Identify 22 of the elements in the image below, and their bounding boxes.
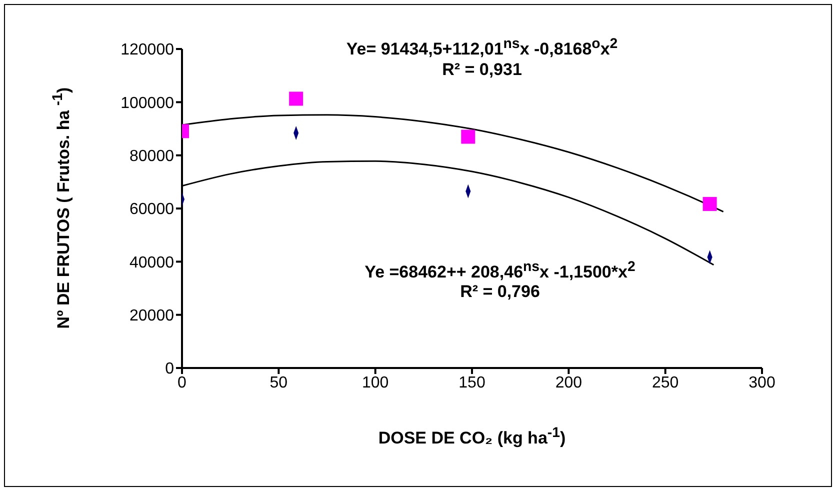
x-tick-label: 300 [748,374,776,392]
y-tick-label: 0 [165,360,174,378]
x-tick-label: 200 [555,374,582,392]
y-tick-label: 80000 [130,148,174,166]
y-tick-label: 60000 [130,201,174,218]
annotation: Ye= 91434,5+112,01$^{ns}$x -0,8168$^{o}$x$^{2}$ [346,36,618,60]
x-tick-label: 100 [362,374,389,392]
y-tick-label: 20000 [130,308,174,325]
annotation: R² = 0,931 [442,60,522,80]
point [461,130,476,144]
point [289,92,304,106]
point [702,196,717,211]
x-axis-title: DOSE DE CO₂ (kg ha$^{-1}$) [378,425,566,449]
y-tick-label: 120000 [120,42,174,59]
annotation: Ye =68462++ 208,46$^{ns}$x -1,1500*x$^{2}$ [364,259,636,283]
y-tick-label: 40000 [130,254,174,272]
x-tick-label: 0 [178,374,187,392]
x-tick-label: 250 [652,374,679,392]
annotation: R² = 0,796 [460,282,540,302]
y-tick-label: 100000 [120,94,174,112]
x-tick-label: 50 [270,374,288,392]
x-tick-label: 150 [458,374,486,392]
